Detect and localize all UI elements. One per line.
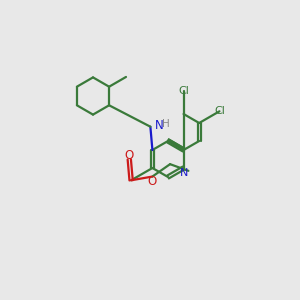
Text: N: N xyxy=(154,119,163,132)
Text: O: O xyxy=(125,149,134,162)
Text: N: N xyxy=(179,168,188,178)
Text: Cl: Cl xyxy=(178,85,189,96)
Text: Cl: Cl xyxy=(214,106,225,116)
Text: H: H xyxy=(162,119,170,129)
Text: O: O xyxy=(148,175,157,188)
